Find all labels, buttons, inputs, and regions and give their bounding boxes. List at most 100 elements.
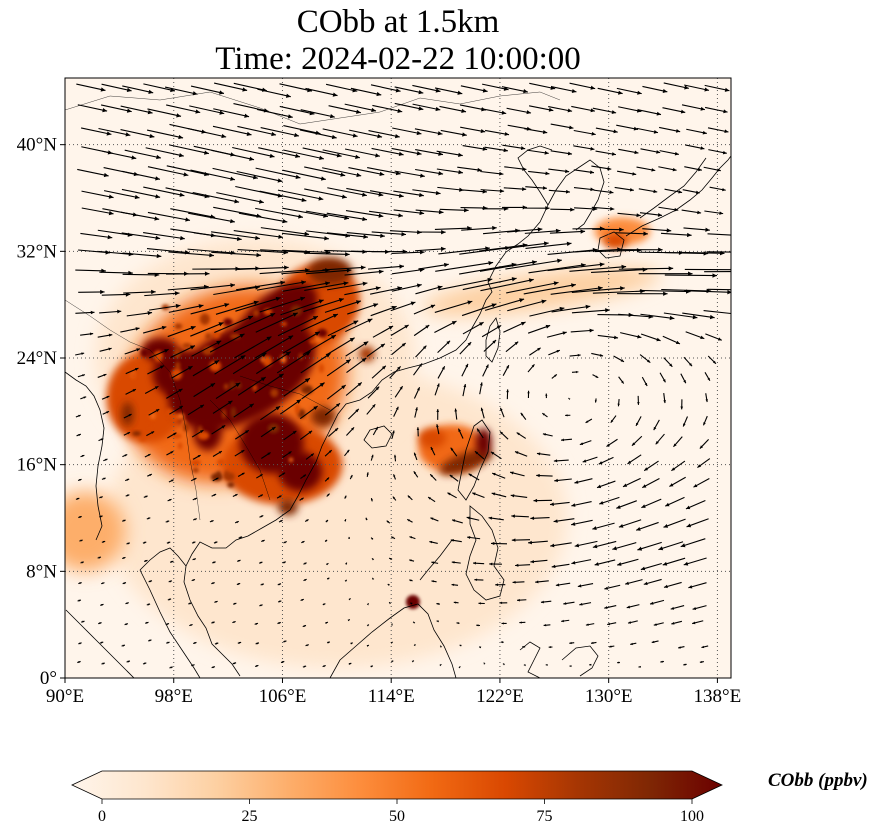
wind-arrow xyxy=(390,324,409,336)
wind-arrow xyxy=(447,492,457,499)
concentration-blob xyxy=(417,428,446,448)
wind-arrow xyxy=(685,499,706,510)
concentration-blob xyxy=(190,459,201,467)
wind-arrow xyxy=(591,206,615,211)
coastline-borneo xyxy=(329,603,457,678)
wind-arrow xyxy=(322,167,362,178)
wind-arrow xyxy=(391,147,422,156)
wind-arrow xyxy=(407,495,413,501)
wind-arrow xyxy=(462,383,467,397)
wind-arrow xyxy=(166,450,174,456)
wind-arrow xyxy=(460,126,486,134)
wind-arrow xyxy=(639,354,651,364)
wind-arrow xyxy=(579,440,592,446)
wind-arrow xyxy=(237,125,277,137)
concentration-blob xyxy=(317,328,328,338)
wind-arrow xyxy=(594,559,616,566)
wind-arrow xyxy=(635,416,642,427)
wind-arrow xyxy=(523,664,526,667)
wind-arrow xyxy=(664,496,685,507)
wind-arrow xyxy=(236,559,241,562)
wind-arrow xyxy=(671,460,686,472)
wind-arrow xyxy=(283,541,287,544)
wind-arrow xyxy=(483,662,486,665)
wind-arrow xyxy=(76,83,106,92)
wind-arrow xyxy=(125,494,130,497)
wind-arrow xyxy=(502,205,527,210)
concentration-blob xyxy=(215,324,225,333)
wind-arrow xyxy=(431,561,439,564)
coastlines xyxy=(65,145,731,678)
wind-arrow xyxy=(300,109,335,119)
wind-arrow xyxy=(640,313,675,321)
wind-arrow xyxy=(80,561,84,564)
wind-arrow xyxy=(613,355,625,363)
wind-arrow xyxy=(504,166,527,171)
lon-tick-label: 114°E xyxy=(368,686,415,707)
wind-arrow xyxy=(325,621,329,624)
wind-arrow xyxy=(81,190,114,199)
concentration-blob xyxy=(270,388,279,398)
concentration-blob xyxy=(192,467,199,473)
wind-arrow xyxy=(123,413,132,419)
wind-arrow xyxy=(542,433,553,437)
concentration-blob xyxy=(147,422,153,429)
wind-arrow xyxy=(346,426,355,436)
wind-arrow xyxy=(561,619,570,623)
wind-arrow xyxy=(457,428,464,439)
wind-arrow xyxy=(211,251,262,258)
wind-arrow xyxy=(254,373,284,394)
wind-arrow xyxy=(436,602,441,605)
wind-arrow xyxy=(125,388,137,395)
wind-arrow xyxy=(280,299,324,316)
wind-arrow xyxy=(261,539,265,543)
wind-arrow xyxy=(144,385,159,394)
wind-arrow xyxy=(371,365,387,379)
wind-arrow xyxy=(232,146,275,158)
wind-arrow xyxy=(101,83,132,93)
wind-arrow xyxy=(347,303,379,315)
wind-arrow xyxy=(278,519,283,523)
colorbar: 0 25 50 75 100 xyxy=(71,770,723,825)
coastline-korea xyxy=(547,159,605,231)
wind-arrow xyxy=(660,232,692,238)
wind-arrow xyxy=(592,540,617,549)
wind-arrow xyxy=(166,388,183,399)
wind-arrow xyxy=(653,622,664,626)
wind-arrow xyxy=(439,645,443,648)
wind-arrow xyxy=(349,474,353,480)
wind-arrow xyxy=(259,604,263,607)
wind-arrow xyxy=(80,232,113,240)
wind-arrow xyxy=(515,563,531,567)
wind-arrow xyxy=(190,322,224,337)
wind-arrow xyxy=(236,170,283,183)
wind-arrow xyxy=(390,623,393,626)
wind-arrow xyxy=(466,516,480,521)
wind-arrow xyxy=(685,331,705,340)
wind-arrow xyxy=(169,144,210,155)
wind-arrow xyxy=(573,169,595,174)
wind-arrow xyxy=(480,170,504,176)
wind-arrow xyxy=(618,266,674,271)
wind-arrow xyxy=(418,262,449,270)
wind-arrow xyxy=(704,372,711,382)
wind-arrow xyxy=(125,367,139,375)
wind-arrow xyxy=(662,107,686,114)
wind-arrow xyxy=(190,169,236,181)
wind-arrow xyxy=(99,515,103,518)
wind-arrow xyxy=(283,377,311,397)
wind-arrow xyxy=(462,189,487,194)
wind-arrow xyxy=(415,246,446,252)
wind-arrow xyxy=(640,148,661,154)
wind-arrow xyxy=(300,474,307,479)
wind-arrow xyxy=(415,149,444,156)
wind-arrow xyxy=(191,578,196,582)
concentration-blob xyxy=(405,595,420,609)
wind-arrow xyxy=(326,641,331,644)
wind-arrow xyxy=(393,406,399,417)
wind-arrow xyxy=(472,492,485,498)
wind-arrow xyxy=(499,431,509,440)
wind-arrow xyxy=(350,87,382,97)
wind-arrow xyxy=(511,514,529,518)
wind-arrow xyxy=(145,147,184,158)
